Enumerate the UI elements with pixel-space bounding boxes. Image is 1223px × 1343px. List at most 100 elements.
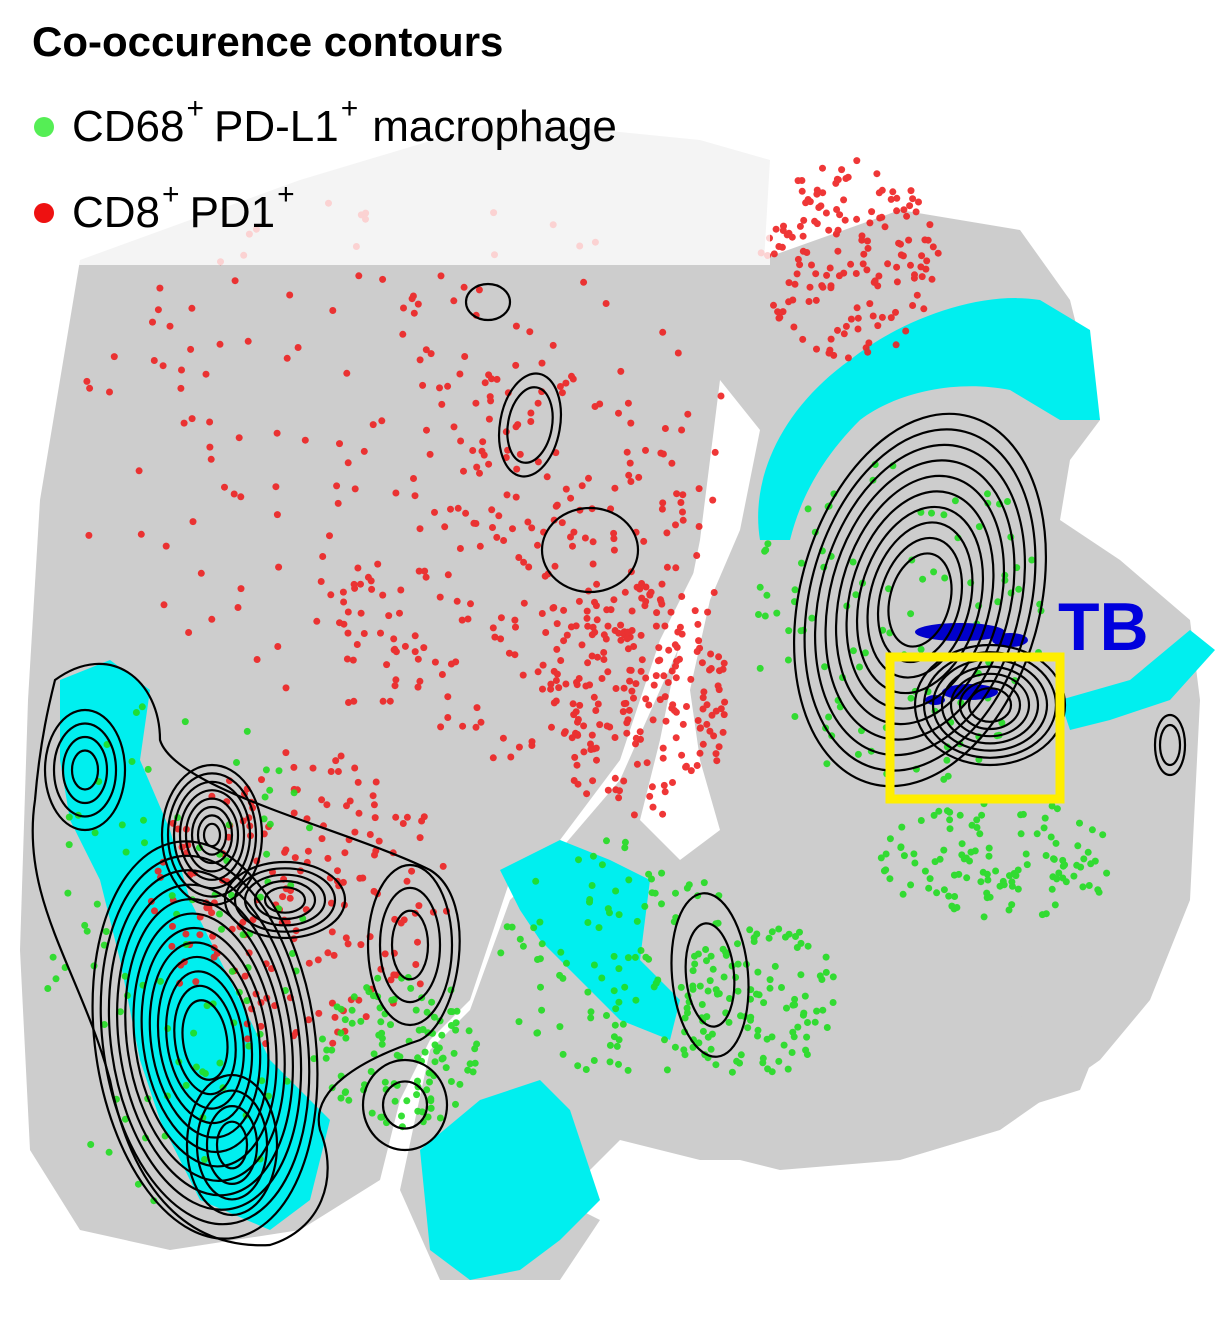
macrophage-cell — [584, 988, 592, 996]
cd8-cell — [911, 271, 918, 279]
macrophage-cell — [611, 1021, 619, 1029]
cd8-cell — [603, 722, 611, 730]
contour-line — [173, 984, 237, 1096]
macrophage-cell — [424, 1113, 432, 1121]
cd8-cell — [876, 214, 884, 222]
cd8-cell — [377, 629, 384, 637]
cd8-cell — [582, 682, 590, 690]
cd8-cell — [924, 236, 932, 244]
macrophage-cell — [1103, 869, 1111, 877]
macrophage-cell — [134, 1180, 142, 1188]
macrophage-cell — [804, 1019, 811, 1026]
macrophage-cell — [882, 850, 890, 858]
macrophage-cell — [803, 1033, 811, 1041]
macrophage-cell — [756, 583, 764, 591]
cd8-cell — [775, 314, 783, 322]
cd8-cell — [693, 762, 701, 769]
cd8-cell — [437, 723, 445, 731]
macrophage-cell — [556, 1023, 564, 1031]
cd8-cell — [235, 434, 243, 442]
macrophage-cell — [925, 884, 933, 892]
macrophage-cell — [704, 1033, 712, 1041]
macrophage-cell — [192, 1063, 200, 1071]
cd8-cell — [549, 341, 557, 349]
macrophage-cell — [984, 490, 991, 498]
macrophage-cell — [515, 1018, 523, 1026]
macrophage-cell — [823, 1024, 831, 1031]
cd8-cell — [625, 471, 633, 479]
cd8-cell — [334, 499, 342, 507]
cd8-cell — [372, 847, 380, 855]
cd8-cell — [569, 700, 577, 708]
cd8-cell — [473, 704, 481, 712]
cd8-cell — [416, 356, 424, 364]
macrophage-cell — [322, 1054, 330, 1062]
contour-line — [156, 955, 254, 1125]
cd8-cell — [408, 867, 416, 875]
cd8-cell — [583, 614, 591, 622]
cd8-cell — [397, 586, 405, 594]
cd8-cell — [678, 630, 686, 638]
cd8-cell — [208, 615, 216, 623]
legend-marker-cd68: CD68 — [72, 102, 185, 151]
cd8-cell — [511, 616, 519, 624]
cd8-cell — [555, 684, 563, 692]
macrophage-cell — [1077, 863, 1085, 871]
cd8-cell — [646, 792, 654, 800]
macrophage-cell — [754, 1026, 762, 1034]
cd8-cell — [642, 598, 650, 605]
cd8-cell — [553, 501, 561, 509]
cd8-cell — [414, 683, 422, 691]
macrophage-cell — [256, 893, 264, 901]
cd8-cell — [372, 778, 380, 786]
contour-line — [792, 412, 1048, 788]
macrophage-cell — [612, 1005, 620, 1013]
cd8-cell — [805, 298, 813, 305]
cd8-cell — [473, 463, 481, 471]
cd8-cell — [512, 361, 520, 369]
macrophage-cell — [750, 938, 758, 945]
cd8-cell — [562, 379, 570, 387]
cd8-cell — [642, 695, 650, 703]
cd8-cell — [706, 727, 714, 735]
cd8-cell — [626, 677, 634, 685]
cd8-cell — [833, 206, 841, 213]
cd8-cell — [794, 177, 802, 185]
macrophage-cell — [700, 879, 708, 887]
cd8-cell — [286, 894, 294, 902]
contour-line — [165, 970, 245, 1110]
macrophage-cell — [641, 902, 649, 910]
macrophage-cell — [624, 954, 632, 962]
cd8-cell — [679, 508, 686, 516]
cd8-cell — [314, 956, 322, 964]
macrophage-cell — [1005, 906, 1013, 914]
cd8-cell — [515, 554, 523, 561]
cd8-cell — [594, 700, 602, 708]
macrophage-cell — [323, 1046, 331, 1054]
cd8-cell — [452, 658, 460, 666]
cd8-cell — [593, 580, 601, 588]
macrophage-cell — [363, 984, 371, 992]
cd8-cell — [604, 622, 612, 630]
macrophage-cell — [951, 497, 959, 505]
cd8-cell — [923, 257, 931, 265]
cd8-cell — [853, 215, 861, 223]
cd8-cell — [584, 659, 592, 667]
cd8-cell — [844, 354, 852, 362]
cd8-cell — [364, 573, 372, 581]
cd8-cell — [418, 817, 426, 825]
cd8-cell — [370, 801, 378, 809]
cd8-cell — [456, 545, 464, 552]
macrophage-cell — [121, 1115, 129, 1123]
macrophage-cell — [856, 663, 863, 671]
macrophage-cell — [702, 946, 710, 953]
cd8-cell — [841, 216, 849, 224]
cd8-cell — [486, 393, 494, 401]
macrophage-cell — [418, 1108, 426, 1116]
macrophage-cell — [754, 968, 762, 976]
macrophage-cell — [698, 1001, 706, 1008]
macrophage-cell — [971, 847, 979, 855]
macrophage-cell — [761, 612, 769, 620]
cd8-cell — [197, 569, 205, 577]
cd8-cell — [660, 781, 668, 789]
